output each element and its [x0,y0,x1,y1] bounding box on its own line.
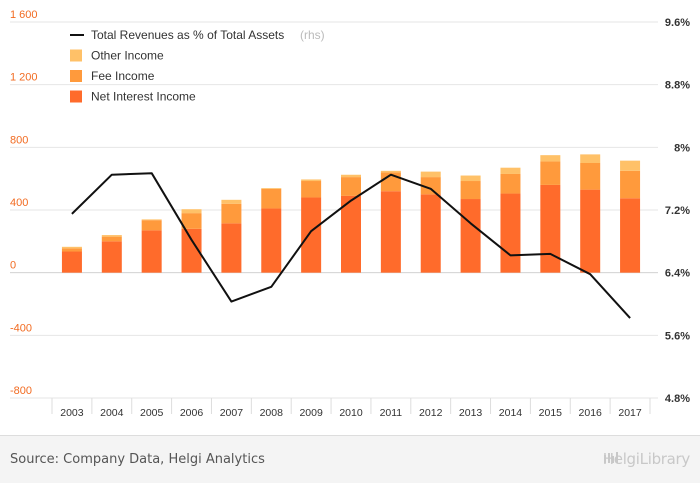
bar-other-income [101,235,122,237]
bar-net-interest-income [101,241,122,273]
x-tick-label: 2016 [579,407,603,419]
x-tick-label: 2005 [140,407,164,419]
bar-net-interest-income [460,199,481,273]
y-tick-right: 4.8% [665,393,690,405]
library-icon [603,452,618,463]
legend-box-swatch [70,70,82,82]
bar-net-interest-income [500,193,521,273]
bar-other-income [181,209,202,214]
bar-fee-income [221,203,242,224]
y-tick-left: -800 [10,385,32,397]
bar-fee-income [500,173,521,194]
bar-fee-income [181,213,202,229]
bar-net-interest-income [420,194,441,273]
x-tick-label: 2007 [220,407,244,419]
bar-other-income [221,199,242,204]
y-tick-right: 8.8% [665,80,690,92]
y-tick-left: -400 [10,322,32,334]
bar-net-interest-income [141,230,162,273]
bar-other-income [460,175,481,182]
bar-fee-income [580,163,601,190]
x-tick-label: 2015 [539,407,563,419]
bar-fee-income [420,177,441,195]
legend-box-swatch [70,90,82,103]
bar-net-interest-income [580,189,601,273]
x-tick-label: 2017 [618,407,642,419]
bar-other-income [261,188,282,189]
y-tick-right: 8% [674,142,690,154]
source-note: Source: Company Data, Helgi Analytics [10,452,265,467]
x-tick-label: 2011 [380,407,403,419]
revenue-chart: 1 600 9.6% 1 200 8.8% 800 8% 400 7.2% 0 6.4% -400 5… [10,9,690,419]
y-tick-left: 400 [10,197,28,209]
x-tick-label: 2014 [499,407,523,419]
legend-label: Fee Income [91,69,155,83]
bar-other-income [420,171,441,178]
bar-other-income [620,160,641,171]
y-tick-left: 1 600 [10,9,38,21]
x-tick-label: 2012 [419,407,443,419]
y-tick-left: 0 [10,260,16,272]
bar-other-income [500,167,521,174]
legend-label: Net Interest Income [91,90,196,104]
bar-fee-income [460,181,481,200]
x-tick-label: 2013 [459,407,483,419]
bar-other-income [341,174,361,178]
brand-logo[interactable]: HelgiLibrary [602,450,691,468]
bar-net-interest-income [341,195,361,273]
legend-box-swatch [70,49,82,62]
bar-fee-income [261,188,282,209]
bar-fee-income [61,248,82,252]
y-tick-right: 5.6% [665,330,690,342]
x-tick-label: 2008 [260,407,284,419]
y-tick-right: 7.2% [665,205,690,217]
bar-fee-income [620,170,641,199]
y-tick-right: 6.4% [665,268,690,280]
bar-net-interest-income [301,197,322,273]
bar-other-income [540,155,561,162]
bar-fee-income [540,161,561,185]
x-tick-label: 2006 [180,407,204,419]
bar-fee-income [141,220,162,231]
x-tick-label: 2010 [339,407,363,419]
bar-other-income [301,179,322,182]
bar-fee-income [101,236,122,242]
legend-label: Total Revenues as % of Total Assets [91,28,284,42]
bar-other-income [580,154,601,163]
bar-other-income [141,219,162,221]
bar-net-interest-income [61,251,82,273]
y-tick-left: 800 [10,134,28,146]
footer: Source: Company Data, Helgi Analytics He… [0,435,700,483]
bar-other-income [380,170,401,173]
bar-net-interest-income [261,208,282,273]
bar-fee-income [341,177,361,196]
bar-net-interest-income [181,228,202,273]
y-tick-left: 1 200 [10,72,38,84]
brand-name: HelgiLibrary [602,450,691,468]
bar-net-interest-income [380,191,401,273]
legend-label: Other Income [91,49,164,63]
line-revenue-ratio [71,172,631,319]
bar-net-interest-income [221,223,242,273]
legend-rhs-note: (rhs) [300,28,325,42]
bar-net-interest-income [620,198,641,273]
x-tick-label: 2009 [299,407,323,419]
bar-other-income [61,246,82,249]
bar-fee-income [301,181,322,198]
x-tick-label: 2003 [60,407,84,419]
y-tick-right: 9.6% [665,17,690,29]
x-tick-label: 2004 [100,407,124,419]
bar-net-interest-income [540,184,561,273]
